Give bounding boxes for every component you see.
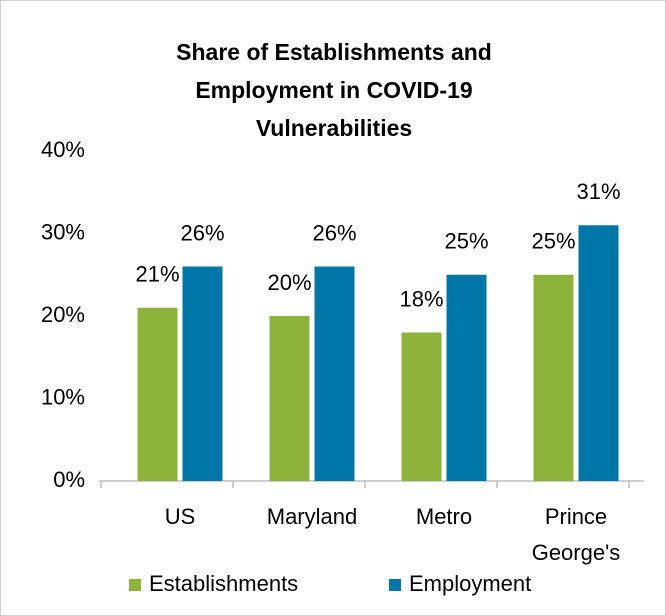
bar <box>314 266 355 481</box>
value-label: 18% <box>399 286 443 311</box>
bar <box>401 332 442 481</box>
bar <box>446 274 487 481</box>
x-tick-label: Maryland <box>266 504 358 529</box>
legend-label: Employment <box>409 571 531 596</box>
y-tick-label: 30% <box>41 219 85 244</box>
value-label: 25% <box>531 229 575 254</box>
value-label: 31% <box>576 179 620 204</box>
value-label: 20% <box>267 270 311 295</box>
bar <box>269 316 310 481</box>
y-tick-label: 20% <box>41 302 85 327</box>
legend-swatch <box>389 579 401 591</box>
bar <box>578 225 619 481</box>
value-label: 26% <box>180 220 224 245</box>
x-tick-label: US <box>164 504 196 529</box>
x-tick-label: Prince George's <box>531 504 621 565</box>
chart-title: Share of Establishments and Employment i… <box>176 39 492 141</box>
x-tick-label: Metro <box>415 504 473 529</box>
value-label: 26% <box>312 220 356 245</box>
value-label: 21% <box>135 262 179 287</box>
bar <box>533 274 574 481</box>
legend-swatch <box>129 579 141 591</box>
bar <box>182 266 223 481</box>
y-tick-label: 10% <box>41 384 85 409</box>
legend-label: Establishments <box>149 571 298 596</box>
bar <box>137 307 178 481</box>
value-label: 25% <box>444 229 488 254</box>
y-tick-label: 0% <box>53 467 85 492</box>
y-tick-label: 40% <box>41 137 85 162</box>
